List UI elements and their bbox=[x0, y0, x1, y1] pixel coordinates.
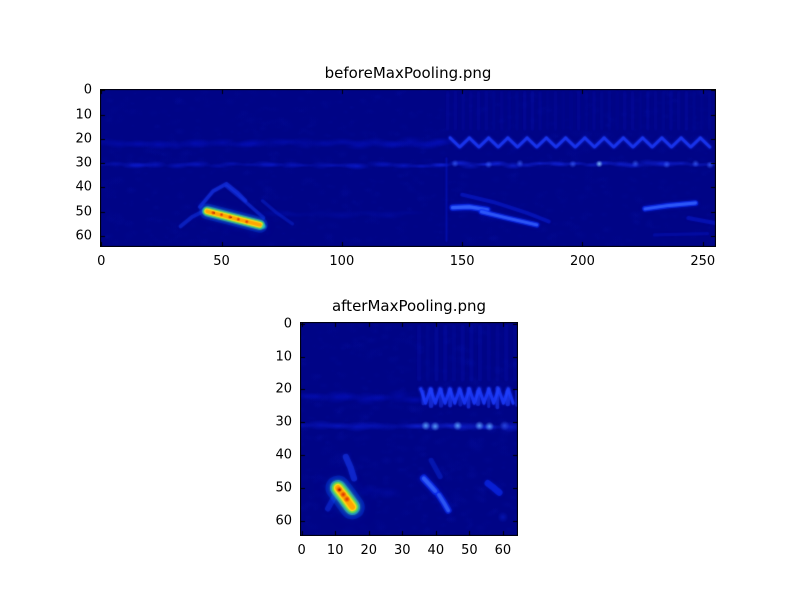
y-tick-label: 60 bbox=[275, 513, 292, 529]
y-tick-label: 0 bbox=[83, 82, 92, 98]
y-tick-label: 0 bbox=[283, 316, 292, 332]
x-tick-label: 50 bbox=[213, 254, 230, 269]
y-tick-label: 60 bbox=[75, 228, 92, 244]
y-tick-label: 40 bbox=[275, 447, 292, 463]
plot-title-after: afterMaxPooling.png bbox=[331, 297, 487, 315]
y-tick-label: 40 bbox=[75, 179, 92, 195]
plot-title-before: beforeMaxPooling.png bbox=[324, 64, 492, 82]
subplot-after-maxpooling: afterMaxPooling.png 0 10 20 30 40 50 60 0 10 20 30… bbox=[275, 297, 518, 558]
x-tick-label: 10 bbox=[326, 543, 344, 558]
y-tick-label: 10 bbox=[275, 349, 292, 365]
y-tick-label: 50 bbox=[275, 480, 292, 496]
y-tick-label: 30 bbox=[75, 155, 92, 171]
subplot-before-maxpooling: beforeMaxPooling.png 0 50 100 150 200 250 0 10 2… bbox=[75, 64, 716, 269]
x-tick-label: 0 bbox=[97, 254, 106, 269]
x-tick-label: 30 bbox=[394, 543, 411, 558]
x-tick-label: 0 bbox=[297, 543, 306, 558]
y-tick-label: 10 bbox=[75, 107, 92, 123]
x-tick-label: 20 bbox=[360, 543, 378, 558]
x-tick-label: 40 bbox=[427, 543, 445, 558]
x-tick-label: 50 bbox=[461, 543, 478, 558]
heatmap-image-after bbox=[300, 322, 518, 536]
y-tick-label: 20 bbox=[75, 131, 92, 147]
y-tick-label: 50 bbox=[75, 204, 92, 220]
heatmap-image-before bbox=[100, 89, 716, 247]
x-tick-label: 150 bbox=[449, 254, 475, 269]
x-tick-label: 200 bbox=[570, 254, 595, 269]
y-tick-label: 30 bbox=[275, 414, 292, 430]
x-tick-label: 250 bbox=[690, 254, 716, 269]
x-tick-label: 100 bbox=[329, 254, 355, 269]
x-tick-label: 60 bbox=[494, 543, 512, 558]
y-tick-label: 20 bbox=[275, 381, 292, 397]
